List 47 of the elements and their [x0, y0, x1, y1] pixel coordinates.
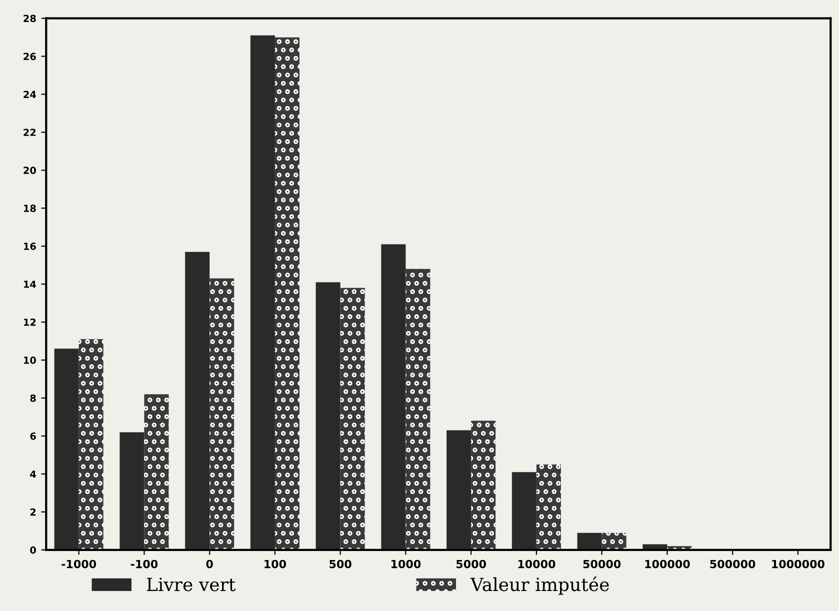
- y-tick-label: 4: [30, 470, 36, 478]
- legend-label: Livre vert: [146, 578, 236, 592]
- x-tick-label: 0: [206, 560, 213, 568]
- bar: [316, 282, 340, 550]
- bar: [54, 348, 79, 550]
- x-tick-label: 500000: [710, 560, 756, 568]
- y-tick-label: 2: [30, 508, 36, 516]
- bar: [185, 252, 210, 550]
- bar: [144, 394, 169, 550]
- x-tick-label: 50000: [583, 560, 621, 568]
- y-tick-label: 26: [24, 52, 36, 60]
- x-tick-label: 500: [330, 560, 352, 568]
- x-tick-label: 5000: [456, 560, 486, 568]
- y-tick-label: 8: [30, 394, 36, 402]
- bar: [471, 420, 496, 550]
- y-tick-label: 28: [24, 14, 36, 22]
- x-tick-label: -1000: [62, 560, 96, 568]
- y-tick-label: 18: [24, 204, 36, 212]
- x-tick-label: 1000: [391, 560, 421, 568]
- x-tick-label: 10000: [518, 560, 556, 568]
- bar: [78, 339, 104, 550]
- y-tick-label: 10: [24, 356, 36, 364]
- bar: [577, 532, 602, 550]
- y-tick-label: 6: [30, 432, 36, 440]
- y-tick-label: 20: [24, 166, 36, 174]
- y-tick-label: 16: [24, 242, 36, 250]
- bar: [210, 278, 234, 550]
- bar: [446, 430, 472, 550]
- bar: [406, 268, 430, 550]
- bar: [602, 532, 626, 550]
- y-tick-label: 14: [24, 280, 36, 288]
- bar: [250, 35, 275, 550]
- bar: [512, 472, 536, 550]
- bar: [340, 288, 365, 550]
- y-tick-label: 0: [30, 546, 36, 554]
- x-tick-label: 100: [264, 560, 286, 568]
- bar: [120, 432, 144, 550]
- y-tick-label: 12: [24, 318, 36, 326]
- x-tick-label: 100000: [645, 560, 690, 568]
- y-tick-label: 22: [24, 128, 36, 136]
- bar: [536, 464, 561, 550]
- x-tick-label: -100: [130, 560, 158, 568]
- bar: [381, 244, 406, 550]
- legend-label: Valeur imputée: [470, 576, 609, 595]
- y-tick-label: 24: [24, 90, 36, 98]
- x-tick-label: 1000000: [772, 560, 824, 568]
- bar: [274, 37, 300, 550]
